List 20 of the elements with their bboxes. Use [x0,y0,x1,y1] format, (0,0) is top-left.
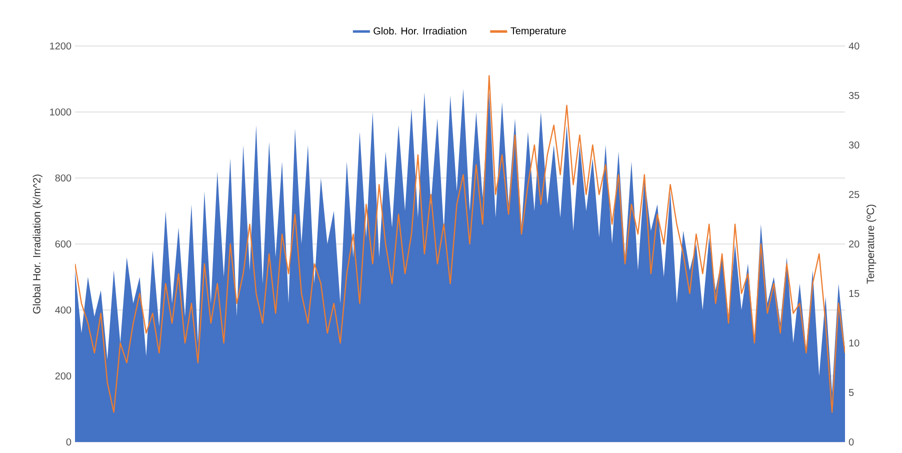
y2-tick-label: 35 [848,92,860,100]
y2-tick-label: 0 [848,438,854,446]
y-tick-label: 800 [55,174,72,182]
legend-label: Temperature [510,27,566,36]
y-tick-label: 400 [55,306,72,314]
y-axis-title: Global Hor. Irradiation (k/m^2) [32,174,42,314]
y2-tick-label: 20 [849,240,860,248]
y2-tick-label: 40 [848,42,860,50]
y-tick-label: 1200 [50,42,72,50]
y-tick-label: 0 [66,438,72,446]
y2-tick-label: 10 [849,339,860,347]
y2-tick-label: 25 [849,190,860,198]
y2-tick-label: 15 [849,290,860,297]
y2-axis-title: Temperature (ºC) [866,204,876,284]
y-tick-label: 1000 [50,108,72,116]
y2-tick-label: 5 [848,389,854,396]
y-tick-label: 600 [55,240,72,248]
legend-label: Glob. Hor. Irradiation [374,27,466,34]
y-tick-label: 200 [55,372,72,380]
y2-tick-label: 30 [848,141,860,149]
